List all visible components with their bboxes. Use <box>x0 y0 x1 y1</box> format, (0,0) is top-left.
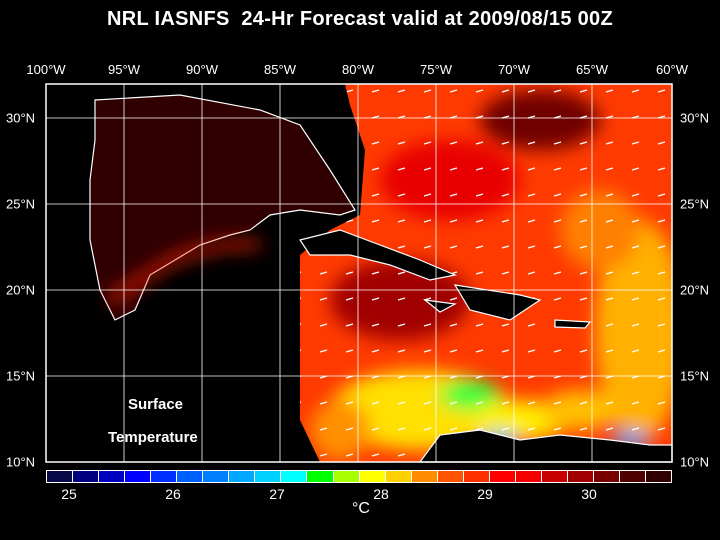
lat-label: 10°N <box>6 454 36 470</box>
lat-label: 25°N <box>6 196 36 212</box>
field-label-line2: Temperature <box>108 429 198 446</box>
lon-label: 95°W <box>108 62 140 77</box>
lon-label: 60°W <box>656 62 688 77</box>
colorbar-swatch <box>151 471 178 482</box>
colorbar-swatch <box>567 471 594 482</box>
colorbar-swatch <box>359 471 386 482</box>
field-label-line1: Surface <box>128 396 184 413</box>
lat-label: 25°N <box>680 196 710 212</box>
colorbar-tick: 30 <box>581 486 597 502</box>
colorbar-swatch <box>125 471 152 482</box>
colorbar-tick: 28 <box>373 486 389 502</box>
lat-label: 20°N <box>680 282 710 298</box>
colorbar-swatch <box>177 471 204 482</box>
lon-label: 65°W <box>576 62 608 77</box>
colorbar-swatch <box>541 471 568 482</box>
jamaica <box>422 299 457 313</box>
land-masses <box>299 229 673 463</box>
colorbar-swatch <box>73 471 100 482</box>
colorbar-swatch <box>593 471 621 482</box>
map-frame <box>45 83 673 463</box>
colorbar <box>46 470 672 483</box>
colorbar-swatch <box>281 471 308 482</box>
lat-label: 15°N <box>6 368 36 384</box>
hispaniola <box>453 284 542 321</box>
gulf-of-mexico <box>89 94 356 321</box>
lat-label: 30°N <box>6 110 36 126</box>
colorbar-tick: 27 <box>269 486 285 502</box>
lat-label: 15°N <box>680 368 710 384</box>
map-title: NRL IASNFS 24-Hr Forecast valid at 2009/… <box>107 8 613 30</box>
lon-label: 100°W <box>26 62 66 77</box>
colorbar-swatch <box>99 471 126 482</box>
cuba <box>299 229 458 281</box>
colorbar-swatch <box>646 471 672 482</box>
lon-label: 90°W <box>186 62 218 77</box>
lon-label: 70°W <box>498 62 530 77</box>
puerto-rico <box>554 319 592 329</box>
colorbar-swatch <box>203 471 230 482</box>
lat-label: 20°N <box>6 282 36 298</box>
lon-label: 80°W <box>342 62 374 77</box>
lat-label: 30°N <box>680 110 710 126</box>
colorbar-swatch <box>385 471 412 482</box>
colorbar-swatch <box>437 471 464 482</box>
graticule <box>46 84 672 462</box>
lon-label: 75°W <box>420 62 452 77</box>
colorbar-swatch <box>463 471 490 482</box>
colorbar-swatch <box>515 471 542 482</box>
colorbar-swatch <box>411 471 438 482</box>
colorbar-swatch <box>255 471 282 482</box>
colorbar-swatch <box>333 471 360 482</box>
colorbar-unit: °C <box>352 500 370 517</box>
colorbar-swatch <box>620 471 647 482</box>
colorbar-swatch <box>47 471 74 482</box>
colorbar-swatch <box>489 471 516 482</box>
lon-label: 85°W <box>264 62 296 77</box>
colorbar-swatch <box>307 471 334 482</box>
colorbar-tick: 29 <box>477 486 493 502</box>
colorbar-swatch <box>229 471 256 482</box>
lat-label: 10°N <box>680 454 710 470</box>
colorbar-tick: 25 <box>61 486 77 502</box>
colorbar-tick: 26 <box>165 486 181 502</box>
